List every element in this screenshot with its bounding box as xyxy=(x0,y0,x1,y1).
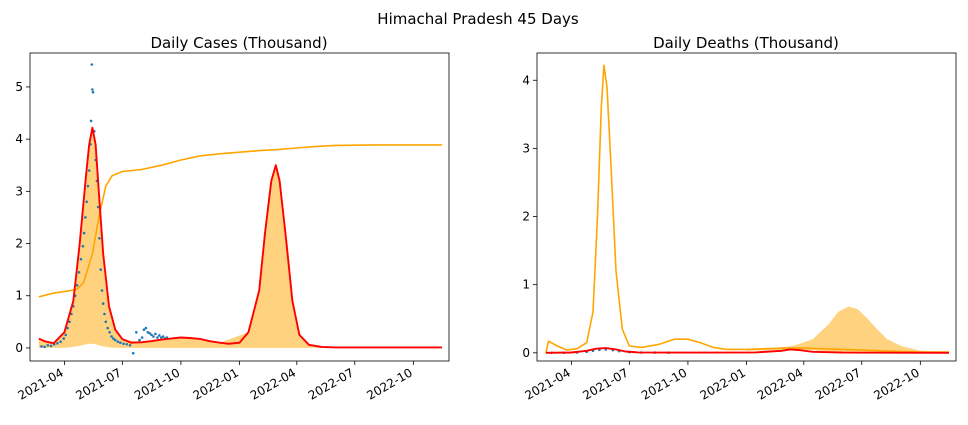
cases-data-point xyxy=(104,320,108,324)
cases-data-point xyxy=(140,336,144,339)
cases-data-point xyxy=(125,343,129,346)
cases-chart-title: Daily Cases (Thousand) xyxy=(150,34,327,52)
cases-data-point xyxy=(62,337,65,340)
cases-data-point xyxy=(108,331,111,334)
deaths-band-area xyxy=(746,306,949,353)
cases-x-tick-label: 2022-01 xyxy=(191,365,241,402)
deaths-chart-title: Daily Deaths (Thousand) xyxy=(653,34,839,52)
cases-x-tick-label: 2022-07 xyxy=(306,365,356,402)
deaths-x-tick-label: 2022-07 xyxy=(813,365,863,402)
cases-data-point xyxy=(119,341,122,345)
deaths-y-tick-label: 0 xyxy=(522,346,530,360)
cases-data-point xyxy=(150,333,153,337)
cases-data-point xyxy=(138,338,141,342)
cases-data-point xyxy=(43,345,46,349)
cases-data-point xyxy=(90,63,94,66)
cases-data-point xyxy=(99,268,102,271)
cases-y-tick-label: 1 xyxy=(15,289,23,303)
cases-data-point xyxy=(66,326,69,330)
cases-data-point xyxy=(156,336,159,339)
deaths-x-tick-label: 2021-07 xyxy=(580,365,630,402)
cases-data-point xyxy=(152,335,155,338)
deaths-axes-frame xyxy=(536,52,957,362)
cases-data-point xyxy=(144,326,148,330)
cases-data-point xyxy=(91,90,95,94)
deaths-x-tick-label: 2021-10 xyxy=(639,365,689,402)
cases-data-point xyxy=(75,284,79,287)
deaths-chart: 0 1 2 3 4 2021-04 2021-07 2021-10 2022-01 2022-04… xyxy=(522,52,957,403)
cases-data-point xyxy=(59,340,62,344)
deaths-fit-line xyxy=(545,347,950,354)
cases-data-point xyxy=(101,302,105,305)
deaths-plot-area xyxy=(545,64,950,355)
cases-fit-line xyxy=(38,126,442,349)
cases-data-point xyxy=(128,344,132,347)
cases-data-point xyxy=(85,200,88,204)
deaths-y-tick-label: 3 xyxy=(522,141,530,155)
cases-data-point xyxy=(82,231,86,235)
cases-band-area xyxy=(38,127,443,348)
deaths-y-tick-label: 1 xyxy=(522,278,530,292)
cases-data-point xyxy=(56,342,59,345)
deaths-x-tick-label: 2022-01 xyxy=(698,365,748,402)
cases-data-point xyxy=(103,312,106,316)
cases-data-point xyxy=(106,326,109,330)
cases-data-point xyxy=(161,335,165,338)
cases-data-point xyxy=(79,257,83,261)
cases-data-point xyxy=(77,271,81,274)
cases-data-point xyxy=(112,337,115,340)
cases-data-point xyxy=(96,205,100,209)
deaths-x-tick-label: 2021-04 xyxy=(522,365,572,402)
cases-data-point xyxy=(84,216,87,219)
cases-data-point xyxy=(110,335,113,338)
deaths-x-tick-label: 2022-10 xyxy=(871,365,921,402)
cases-data-point xyxy=(122,342,125,346)
cases-data-point xyxy=(154,332,157,336)
cases-data-point xyxy=(148,332,151,335)
cases-y-tick-label: 4 xyxy=(15,132,23,146)
cases-envelope-line xyxy=(38,144,442,298)
cases-x-tick-label: 2022-04 xyxy=(248,365,298,402)
deaths-envelope-line xyxy=(545,64,949,353)
cases-x-tick-label: 2022-10 xyxy=(364,365,414,402)
deaths-y-tick-label: 4 xyxy=(522,73,530,87)
cases-x-tick-label: 2021-10 xyxy=(132,365,182,402)
cases-data-point xyxy=(40,345,43,348)
cases-data-point xyxy=(68,320,71,324)
cases-data-point xyxy=(91,88,94,91)
cases-data-point xyxy=(114,338,117,342)
cases-data-point xyxy=(86,184,90,188)
cases-x-tick-label: 2021-07 xyxy=(73,365,123,402)
figure-suptitle: Himachal Pradesh 45 Days xyxy=(377,10,579,28)
cases-data-point xyxy=(100,289,104,292)
cases-plot-area xyxy=(38,63,443,355)
cases-y-tick-label: 5 xyxy=(15,80,23,94)
cases-data-point xyxy=(49,344,53,348)
cases-data-point xyxy=(142,328,146,332)
cases-data-point xyxy=(81,244,85,248)
deaths-x-tick-label: 2022-04 xyxy=(755,365,805,402)
cases-x-tick-label: 2021-04 xyxy=(15,365,65,402)
cases-y-tick-label: 2 xyxy=(15,237,23,251)
cases-data-point xyxy=(98,237,101,240)
cases-data-point xyxy=(87,169,91,172)
cases-data-point xyxy=(64,333,67,337)
deaths-y-tick-label: 2 xyxy=(522,210,530,224)
cases-data-point xyxy=(46,344,50,347)
cases-data-point xyxy=(158,334,161,337)
cases-data-point xyxy=(89,119,93,123)
cases-data-point xyxy=(116,340,120,344)
cases-y-tick-label: 0 xyxy=(15,341,23,355)
cases-data-point xyxy=(135,331,138,334)
cases-data-point xyxy=(131,351,135,355)
cases-y-tick-label: 3 xyxy=(15,184,23,198)
